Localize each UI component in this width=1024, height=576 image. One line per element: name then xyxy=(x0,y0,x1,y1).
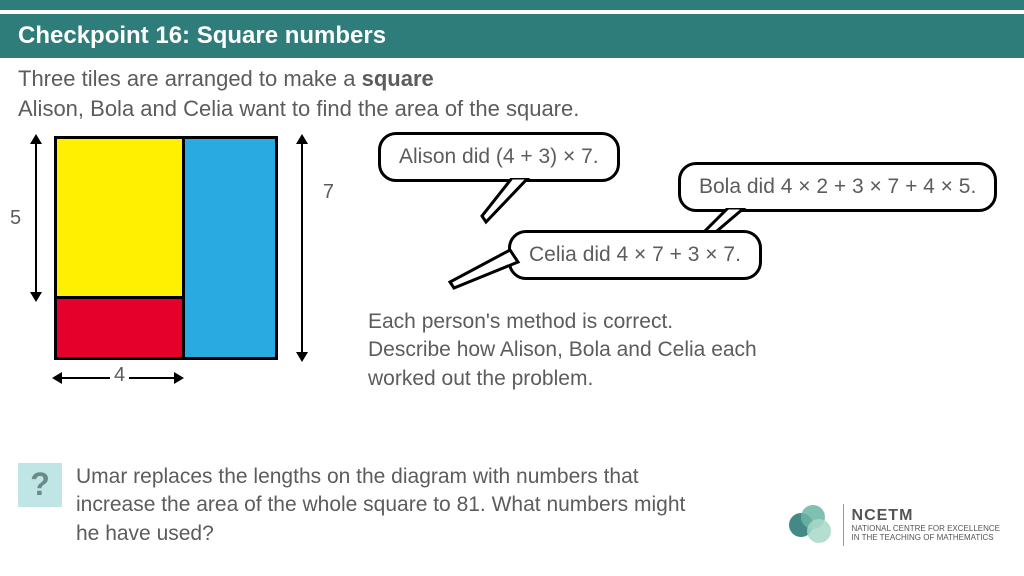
bubble-tail-alison xyxy=(478,178,538,228)
logo-circles-icon xyxy=(789,505,835,545)
logo-divider xyxy=(843,504,844,546)
dim-right-label: 7 xyxy=(323,181,334,204)
page-title: Checkpoint 16: Square numbers xyxy=(0,14,1024,58)
dim-bottom-label: 4 xyxy=(110,364,129,387)
logo-line3: IN THE TEACHING OF MATHEMATICS xyxy=(852,534,1000,543)
dim-left-label: 5 xyxy=(8,205,23,232)
yellow-tile xyxy=(57,139,185,299)
below-line-1: Each person's method is correct. xyxy=(368,308,768,336)
question-mark-icon: ? xyxy=(18,463,62,507)
logo-name: NCETM xyxy=(852,507,1000,525)
ncetm-logo: NCETM NATIONAL CENTRE FOR EXCELLENCE IN … xyxy=(789,504,1000,546)
square-outline xyxy=(54,136,278,360)
content-area: Three tiles are arranged to make a squar… xyxy=(0,58,1024,390)
square-diagram: 5 7 4 xyxy=(18,132,328,382)
blue-tile xyxy=(185,139,275,357)
speech-bubble-alison: Alison did (4 + 3) × 7. xyxy=(378,132,620,182)
bubble-tail-celia xyxy=(448,244,528,294)
intro-line-1: Three tiles are arranged to make a squar… xyxy=(18,66,1006,92)
main-row: 5 7 4 Alison did (4 + 3) × 7. Bola did 4… xyxy=(18,132,1006,382)
below-bubbles-text: Each person's method is correct. Describ… xyxy=(368,308,768,393)
intro-bold: square xyxy=(362,66,434,91)
right-area: Alison did (4 + 3) × 7. Bola did 4 × 2 +… xyxy=(358,132,1006,382)
red-tile xyxy=(57,299,185,357)
speech-bubble-bola: Bola did 4 × 2 + 3 × 7 + 4 × 5. xyxy=(678,162,997,212)
dimension-bottom: 4 xyxy=(54,368,182,388)
logo-text: NCETM NATIONAL CENTRE FOR EXCELLENCE IN … xyxy=(852,507,1000,542)
intro-line-2: Alison, Bola and Celia want to find the … xyxy=(18,96,1006,122)
top-accent-bar xyxy=(0,0,1024,10)
speech-bubble-celia: Celia did 4 × 7 + 3 × 7. xyxy=(508,230,762,280)
dimension-left: 5 xyxy=(24,136,48,300)
intro-part1: Three tiles are arranged to make a xyxy=(18,66,362,91)
footer-question-text: Umar replaces the lengths on the diagram… xyxy=(76,463,696,548)
below-line-2: Describe how Alison, Bola and Celia each… xyxy=(368,336,768,393)
dimension-right: 7 xyxy=(290,136,314,360)
